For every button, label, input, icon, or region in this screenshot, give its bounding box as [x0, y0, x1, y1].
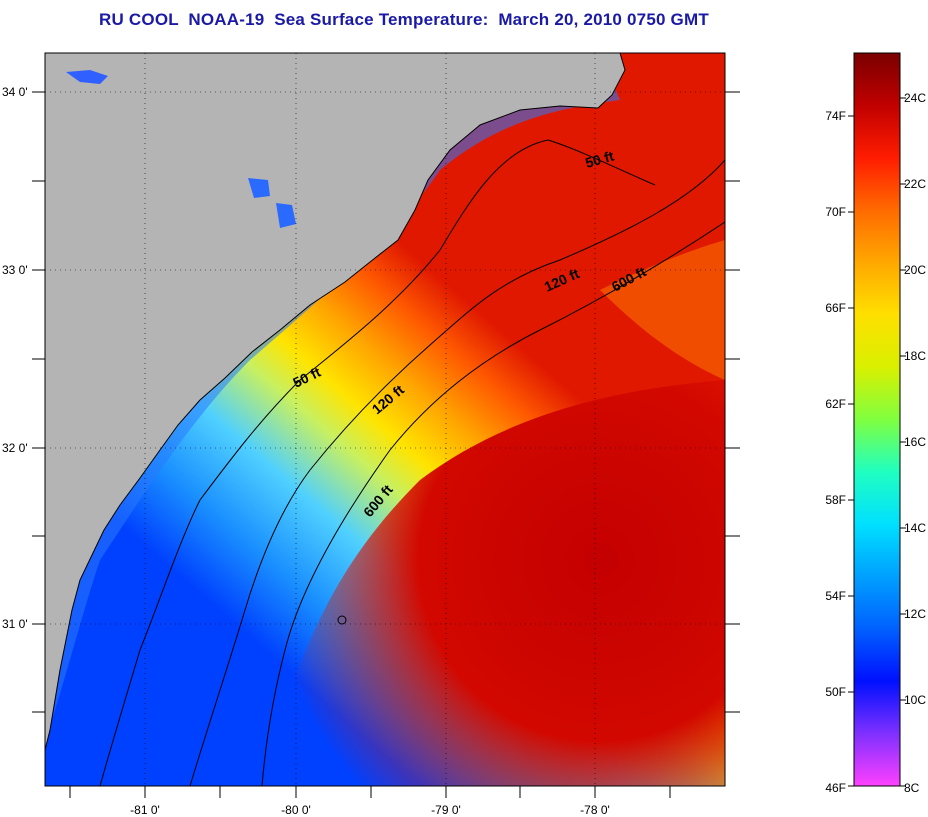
map-frame [44, 52, 726, 787]
isobath-50ft [99, 139, 656, 786]
isobath-label-50ft: 50 ft [583, 147, 615, 170]
colorbar-label-f: 58F [825, 493, 846, 507]
page-title: RU COOL NOAA-19 Sea Surface Temperature:… [99, 10, 709, 29]
land-area [45, 53, 625, 750]
warm-filament [600, 240, 725, 380]
colorbar-label-c: 20C [904, 263, 926, 277]
colorbar-label-f: 66F [825, 301, 846, 315]
lat-label: 32 0' [2, 441, 28, 455]
colorbar-ticks [848, 97, 906, 787]
lat-ticks [32, 91, 740, 713]
lon-label: -78 0' [580, 803, 610, 817]
colorbar-label-f: 54F [825, 589, 846, 603]
inland-water [248, 178, 270, 198]
gulf-stream-region [262, 380, 725, 786]
buoy-marker [337, 615, 347, 625]
lon-ticks [69, 786, 671, 798]
lat-label: 31 0' [2, 617, 28, 631]
colorbar-label-f: 74F [825, 109, 846, 123]
colorbar-label-c: 22C [904, 177, 926, 191]
colorbar-label-f: 62F [825, 397, 846, 411]
isobath-120ft [189, 159, 725, 786]
lon-label: -80 0' [281, 803, 311, 817]
colorbar-label-c: 18C [904, 349, 926, 363]
inland-water [276, 203, 296, 228]
lat-label: 34 0' [2, 85, 28, 99]
colorbar-label-c: 14C [904, 521, 926, 535]
coastline [45, 53, 626, 751]
colorbar-label-f: 50F [825, 685, 846, 699]
lon-label: -79 0' [431, 803, 461, 817]
colorbar-label-c: 10C [904, 693, 926, 707]
isobath-600ft [261, 221, 725, 786]
colorbar-label-f: 70F [825, 205, 846, 219]
colorbar-label-c: 24C [904, 91, 926, 105]
colorbar-label-f: 46F [825, 781, 846, 795]
lat-label: 33 0' [2, 263, 28, 277]
colorbar-label-c: 12C [904, 607, 926, 621]
inland-water [66, 70, 108, 84]
colorbar-label-c: 16C [904, 435, 926, 449]
colorbar-label-c: 8C [904, 781, 920, 795]
colorbar [853, 52, 901, 787]
lon-label: -81 0' [130, 803, 160, 817]
graticule [45, 53, 725, 786]
